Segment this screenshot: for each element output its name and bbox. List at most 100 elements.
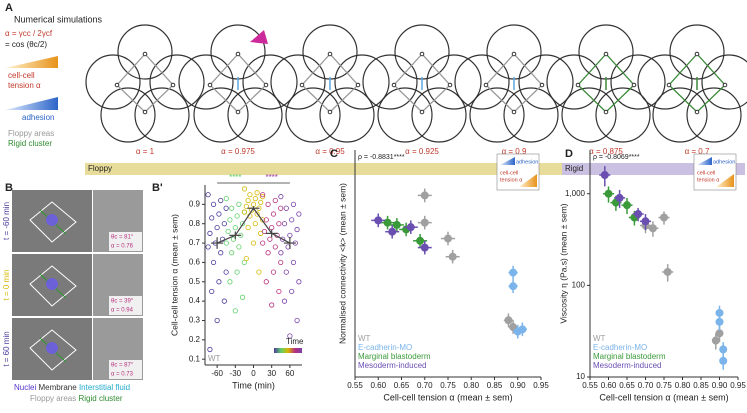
mean-line	[216, 207, 291, 244]
point	[518, 325, 527, 334]
vertex	[483, 82, 489, 88]
point	[287, 232, 293, 238]
cell	[178, 54, 234, 110]
point	[641, 217, 650, 226]
cluster	[29, 201, 77, 243]
point	[283, 269, 289, 275]
point	[383, 218, 392, 227]
vertex	[603, 109, 609, 115]
vertex	[631, 82, 637, 88]
point	[245, 224, 251, 231]
point	[225, 228, 231, 235]
point	[205, 192, 211, 198]
point	[214, 317, 220, 324]
point	[634, 210, 643, 219]
point	[223, 240, 229, 246]
point	[283, 205, 289, 211]
point	[719, 356, 728, 365]
inset-label: θc = 39°	[111, 299, 134, 305]
x-tick-label: 0.75	[656, 381, 672, 390]
point	[416, 236, 425, 245]
point	[221, 221, 227, 227]
point	[374, 216, 383, 225]
point	[406, 223, 415, 232]
note: WT	[208, 354, 221, 363]
bar-label: Rigid	[565, 164, 583, 173]
point	[276, 221, 282, 227]
point	[269, 302, 275, 308]
x-tick-label: 0.90	[510, 381, 526, 390]
point	[232, 224, 238, 231]
x-axis-label: Cell-cell tension α (mean ± sem)	[383, 392, 512, 402]
y-tick-label: 10	[576, 372, 585, 381]
y-tick-label: 0.8	[189, 219, 201, 228]
x-axis-label: Cell-cell tension α (mean ± sem)	[599, 392, 728, 402]
point	[256, 269, 262, 275]
cell	[134, 87, 190, 143]
point	[241, 209, 248, 215]
vertex	[575, 82, 581, 88]
inset-box	[109, 360, 142, 379]
cell	[411, 87, 467, 143]
tension-wedge	[716, 174, 734, 187]
key-label: tension α	[500, 177, 523, 183]
legend-entry: Marginal blastoderm	[593, 352, 666, 361]
point	[259, 194, 266, 200]
point	[218, 197, 224, 204]
point	[205, 244, 211, 250]
x-tick-label: 0.90	[712, 381, 728, 390]
legend: Floppy areas Rigid cluster	[30, 394, 123, 403]
point	[227, 217, 233, 223]
alpha-label: α = 0.9	[502, 147, 527, 156]
point	[207, 346, 213, 353]
cell	[469, 87, 525, 143]
point	[290, 201, 297, 207]
key-label: tension α	[697, 177, 720, 183]
vertex	[511, 51, 517, 57]
point	[223, 269, 229, 275]
vertex	[666, 82, 672, 88]
point	[236, 201, 242, 207]
adhesion-wedge	[5, 97, 58, 110]
point	[207, 230, 213, 236]
point	[509, 268, 518, 277]
y-axis-label: Viscosity η (Pa.s) (mean ± sem)	[558, 203, 568, 323]
legend-entry: E-cadherin-MO	[358, 343, 412, 352]
point	[227, 279, 233, 285]
cell	[377, 87, 433, 143]
time-label: t = 60 min	[2, 331, 11, 366]
rho: ρ = -0.8831****	[358, 154, 405, 161]
x-tick-label: 0.85	[487, 381, 503, 390]
point	[232, 308, 238, 314]
point	[278, 259, 284, 266]
legend-entry: Mesoderm-induced	[358, 361, 426, 370]
x-tick-label: 0.60	[601, 381, 617, 390]
vertex	[170, 82, 176, 88]
key-label: cell-cell	[697, 170, 715, 176]
x-tick-label: 0.65	[394, 381, 410, 390]
vertex	[603, 51, 609, 57]
point	[270, 269, 277, 275]
point	[289, 217, 295, 223]
cell	[85, 54, 141, 110]
y-axis-label: Cell-cell tension α (mean ± sem)	[169, 214, 179, 336]
cell	[546, 54, 602, 110]
point	[715, 317, 724, 326]
legend-item: Nuclei	[14, 383, 36, 392]
cell	[100, 87, 156, 143]
point	[229, 250, 235, 256]
rho: ρ = -0.8069****	[593, 154, 640, 161]
legend: Nuclei Membrane Interstitial fluid	[14, 383, 130, 392]
point	[276, 288, 282, 295]
point	[229, 205, 235, 211]
cell	[149, 54, 205, 110]
legend-item: Interstitial fluid	[79, 383, 130, 392]
annotation: ****	[229, 173, 241, 182]
time-gradient	[274, 348, 302, 353]
point	[239, 294, 246, 300]
point	[719, 345, 728, 354]
alpha-label: α = 0.975	[221, 147, 255, 156]
cell	[454, 54, 510, 110]
simulation-diagrams	[85, 24, 747, 143]
